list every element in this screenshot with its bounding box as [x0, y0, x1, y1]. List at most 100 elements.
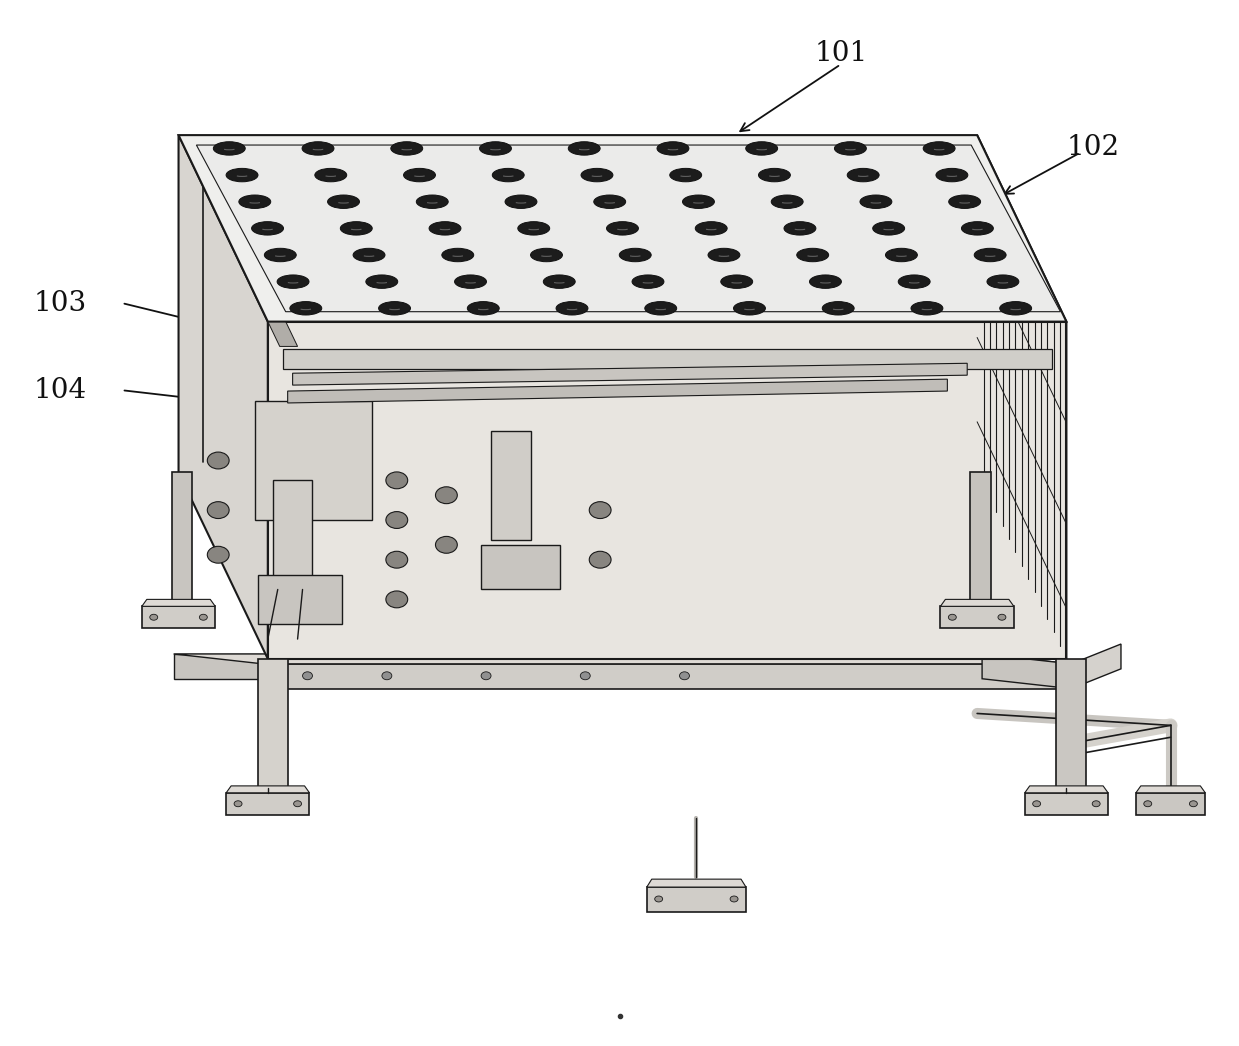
Polygon shape [940, 599, 1014, 607]
Text: 104: 104 [33, 377, 87, 404]
Ellipse shape [327, 195, 359, 208]
Polygon shape [481, 545, 560, 590]
Ellipse shape [1093, 801, 1100, 806]
Ellipse shape [530, 248, 563, 262]
Ellipse shape [207, 452, 229, 469]
Ellipse shape [580, 672, 590, 680]
Ellipse shape [252, 222, 284, 235]
Ellipse shape [758, 168, 790, 182]
Ellipse shape [860, 195, 892, 208]
Text: 103: 103 [33, 290, 87, 317]
Ellipse shape [997, 614, 1006, 620]
Ellipse shape [683, 195, 715, 208]
Polygon shape [191, 160, 297, 346]
Polygon shape [983, 654, 1072, 688]
Polygon shape [268, 321, 1067, 659]
Polygon shape [227, 793, 310, 815]
Ellipse shape [302, 672, 312, 680]
Ellipse shape [707, 248, 740, 262]
Ellipse shape [199, 614, 207, 620]
Ellipse shape [657, 141, 689, 155]
Ellipse shape [492, 168, 524, 182]
Polygon shape [173, 654, 1072, 664]
Ellipse shape [746, 141, 778, 155]
Polygon shape [1136, 786, 1206, 793]
Polygon shape [970, 473, 991, 601]
Ellipse shape [341, 222, 372, 235]
Ellipse shape [948, 614, 957, 620]
Ellipse shape [544, 275, 575, 289]
Polygon shape [1072, 644, 1121, 688]
Ellipse shape [809, 275, 841, 289]
Ellipse shape [442, 248, 473, 262]
Ellipse shape [239, 195, 271, 208]
Ellipse shape [721, 275, 752, 289]
Ellipse shape [834, 141, 866, 155]
Ellipse shape [632, 275, 664, 289]
Polygon shape [978, 135, 1067, 659]
Ellipse shape [581, 168, 613, 182]
Polygon shape [1057, 659, 1087, 788]
Ellipse shape [455, 275, 487, 289]
Ellipse shape [695, 222, 727, 235]
Ellipse shape [366, 275, 398, 289]
Ellipse shape [385, 551, 408, 568]
Ellipse shape [935, 168, 968, 182]
Polygon shape [1136, 793, 1206, 815]
Polygon shape [263, 664, 1072, 688]
Ellipse shape [207, 546, 229, 563]
Polygon shape [258, 659, 287, 788]
Polygon shape [258, 574, 342, 624]
Ellipse shape [733, 301, 766, 315]
Ellipse shape [294, 801, 301, 806]
Polygon shape [491, 431, 530, 540]
Ellipse shape [949, 195, 980, 208]
Ellipse shape [784, 222, 817, 235]
Polygon shape [1025, 786, 1108, 793]
Ellipse shape [404, 168, 435, 182]
Ellipse shape [302, 141, 335, 155]
Ellipse shape [225, 168, 258, 182]
Ellipse shape [353, 248, 385, 262]
Polygon shape [141, 607, 216, 629]
Polygon shape [171, 473, 192, 601]
Ellipse shape [385, 472, 408, 488]
Ellipse shape [379, 301, 410, 315]
Polygon shape [178, 135, 1067, 321]
Ellipse shape [590, 502, 611, 519]
Text: 101: 101 [814, 41, 867, 68]
Ellipse shape [390, 141, 422, 155]
Ellipse shape [416, 195, 449, 208]
Ellipse shape [797, 248, 829, 262]
Ellipse shape [823, 301, 854, 315]
Ellipse shape [429, 222, 461, 235]
Ellipse shape [593, 195, 626, 208]
Ellipse shape [556, 301, 589, 315]
Ellipse shape [481, 672, 491, 680]
Ellipse shape [679, 672, 689, 680]
Ellipse shape [506, 195, 536, 208]
Ellipse shape [1144, 801, 1152, 806]
Polygon shape [197, 145, 1061, 312]
Ellipse shape [911, 301, 943, 315]
Ellipse shape [961, 222, 994, 235]
Ellipse shape [1032, 801, 1041, 806]
Ellipse shape [872, 222, 904, 235]
Polygon shape [647, 879, 746, 887]
Polygon shape [141, 599, 216, 607]
Ellipse shape [607, 222, 638, 235]
Polygon shape [173, 654, 983, 679]
Ellipse shape [213, 141, 245, 155]
Ellipse shape [264, 248, 296, 262]
Ellipse shape [467, 301, 499, 315]
Ellipse shape [315, 168, 347, 182]
Ellipse shape [518, 222, 550, 235]
Ellipse shape [207, 502, 229, 519]
Ellipse shape [150, 614, 157, 620]
Polygon shape [940, 607, 1014, 629]
Polygon shape [178, 135, 268, 659]
Ellipse shape [569, 141, 600, 155]
Ellipse shape [1189, 801, 1197, 806]
Polygon shape [227, 786, 310, 793]
Ellipse shape [385, 511, 408, 528]
